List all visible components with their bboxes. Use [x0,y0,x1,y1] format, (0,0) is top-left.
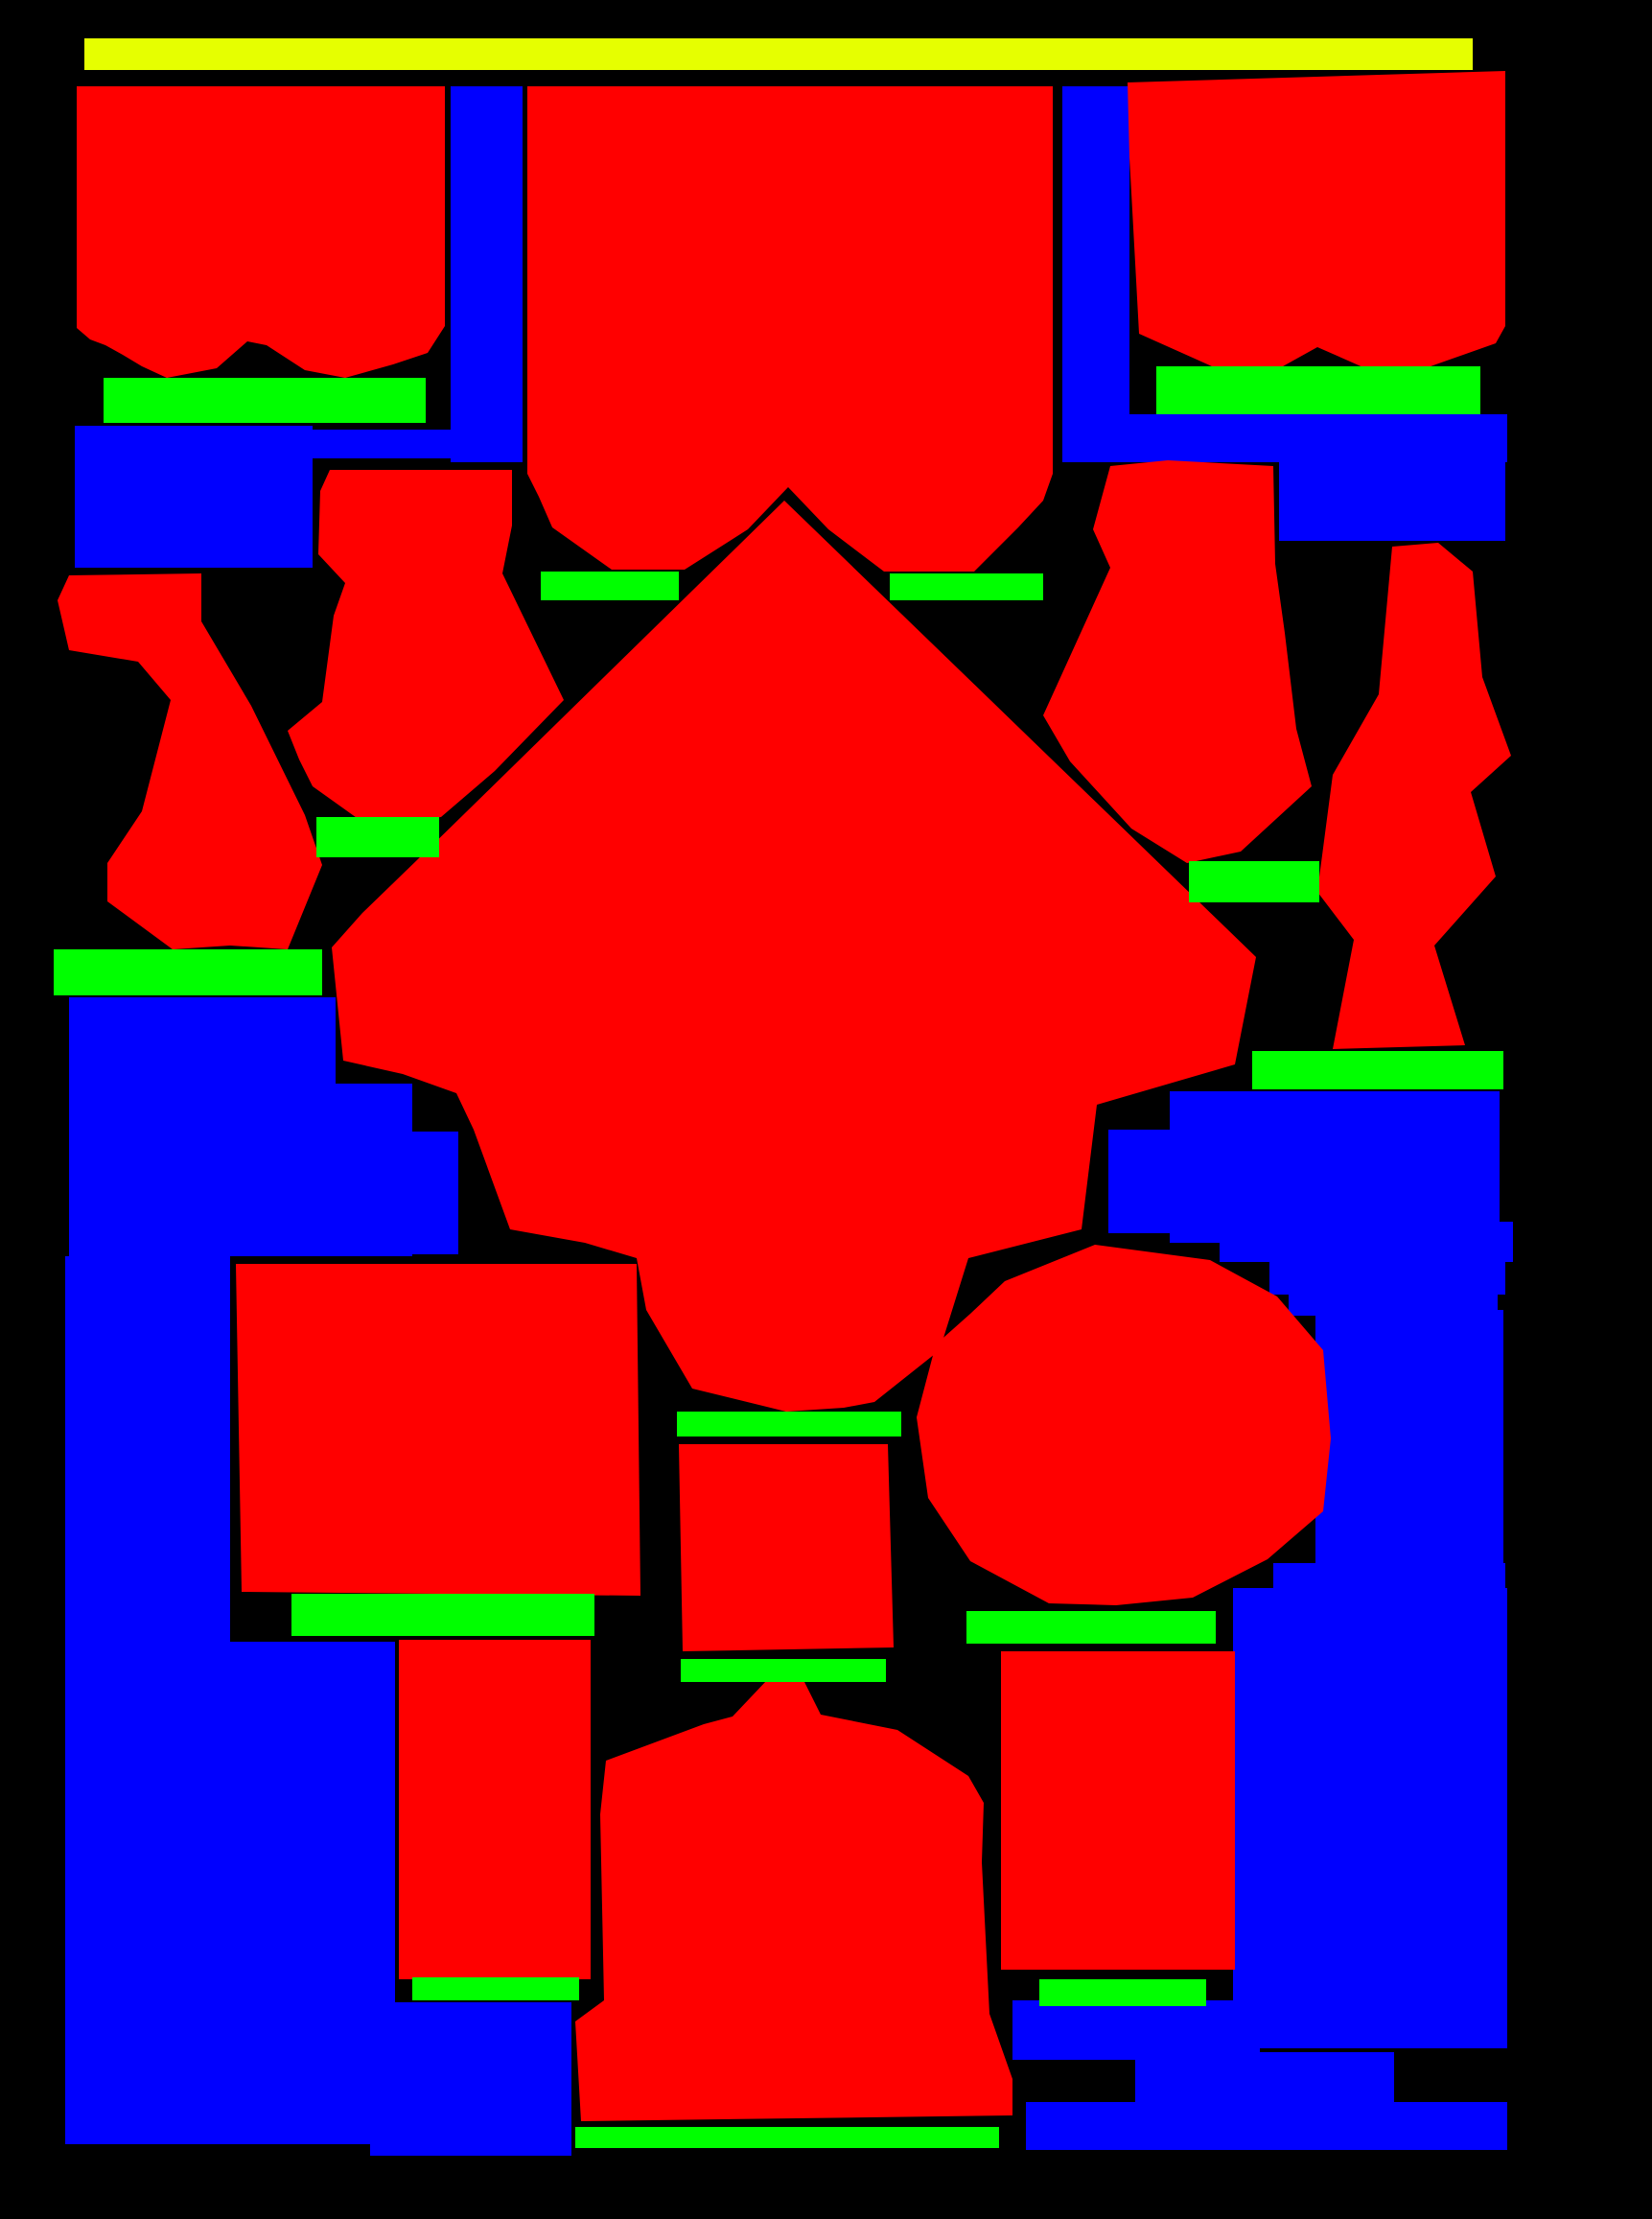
text-block [1233,1588,1507,2048]
caption-block [316,817,439,857]
caption-block [1252,1051,1503,1089]
caption-block [1156,366,1480,414]
text-block [1108,1130,1172,1233]
figure [1128,71,1505,368]
text-block [1026,2102,1507,2150]
figure [575,1676,1012,2121]
caption-block [54,949,322,995]
figure [679,1444,894,1651]
figure [1001,1651,1235,1970]
figure [58,573,322,949]
caption-block [412,1977,579,2000]
text-block [313,430,451,458]
text-block [1135,2052,1394,2110]
title-block [84,38,1473,70]
text-block [69,997,336,1256]
figure [236,1264,640,1596]
text-block [75,426,313,568]
text-block [1062,86,1129,462]
text-block [336,1084,412,1256]
caption-block [890,573,1043,600]
caption-block [1189,861,1319,902]
caption-block [966,1611,1216,1644]
captions [54,366,1503,2148]
caption-block [541,572,679,600]
text-block [451,86,523,462]
text-block [412,1132,458,1254]
figure [77,86,445,378]
caption-block [681,1659,886,1682]
caption-block [1039,1979,1206,2006]
text-block [1129,414,1507,462]
figure [332,501,1256,1412]
caption-block [104,378,426,423]
text-block [370,2002,571,2156]
text-block [1315,1310,1503,1603]
figure [399,1640,591,1979]
figure [527,86,1053,572]
figure [917,1245,1331,1605]
figures [58,71,1511,2121]
figure [1317,543,1511,1049]
caption-block [575,2127,999,2148]
caption-block [291,1594,594,1636]
text-blocks [65,86,1513,2156]
text-block [230,1642,395,2144]
text-block [1170,1091,1500,1243]
caption-block [677,1412,901,1437]
text-block [65,1256,230,2144]
text-block [1220,1222,1513,1262]
figure [1043,460,1312,863]
text-block [1012,2000,1260,2060]
figure [288,470,564,825]
text-block [1279,460,1505,541]
